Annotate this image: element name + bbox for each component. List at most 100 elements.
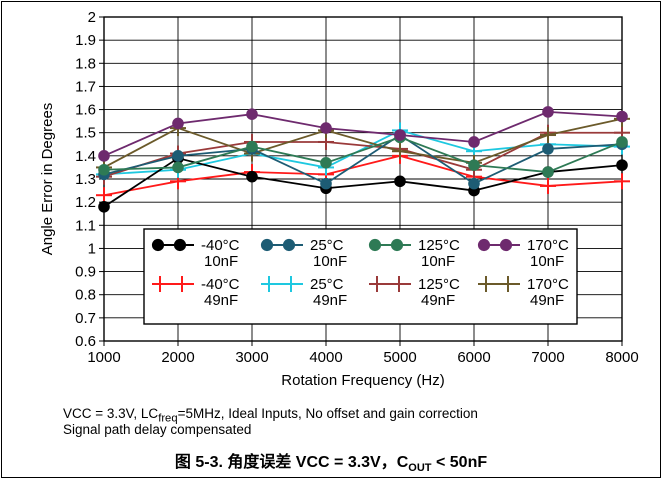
legend-marker <box>369 276 385 292</box>
data-point <box>468 136 480 148</box>
legend-marker <box>368 238 382 252</box>
legend-sublabel: 49nF <box>313 292 347 309</box>
series-line <box>103 110 623 157</box>
data-point <box>246 170 258 183</box>
legend-label: 25°C <box>310 237 344 254</box>
data-point <box>542 166 554 178</box>
y-tick-label: 0.6 <box>75 333 96 350</box>
legend-label: 170°C <box>527 276 569 293</box>
conditions-subscript: freq <box>158 412 178 425</box>
data-point <box>616 159 628 171</box>
series-125-c-10nf <box>98 131 628 178</box>
legend-marker <box>499 238 513 252</box>
caption-prefix: 图 5-3. 角度误差 VCC = 3.3V，C <box>174 454 409 471</box>
data-point <box>468 177 480 190</box>
data-point <box>542 143 554 155</box>
legend-label: 125°C <box>418 237 460 254</box>
y-axis-ticks: 0.6 0.7 0.8 0.9 1 1.1 1.2 1.3 1.4 1.5 1.6 1.7 1.8 1.9… <box>75 9 104 350</box>
data-point <box>172 150 184 162</box>
legend: -40°C10nF25°C10nF125°C10nF170°C10nF-40°C… <box>143 228 578 325</box>
y-tick-label: 1.4 <box>75 148 96 165</box>
conditions-text-b: =5MHz, Ideal Inputs, No offset and gain … <box>177 406 478 421</box>
series-line <box>103 133 623 185</box>
y-tick-label: 1.5 <box>75 125 96 142</box>
data-point <box>98 200 110 213</box>
y-tick-label: 0.8 <box>75 287 96 304</box>
data-point <box>542 106 554 118</box>
series-line <box>103 157 623 208</box>
data-point <box>96 187 112 204</box>
data-point <box>614 173 630 190</box>
data-point <box>320 157 332 169</box>
series-line <box>103 129 623 176</box>
legend-marker <box>283 276 299 292</box>
x-tick-label: 3000 <box>235 349 268 366</box>
data-point <box>172 117 184 130</box>
data-point <box>468 159 480 171</box>
legend-label: 170°C <box>527 237 569 254</box>
legend-sublabel: 10nF <box>204 253 238 270</box>
conditions-note: VCC = 3.3V, LCfreq=5MHz, Ideal Inputs, N… <box>63 406 478 427</box>
legend-label: -40°C <box>201 276 240 293</box>
series-line <box>103 136 623 173</box>
y-tick-label: 0.9 <box>75 264 96 281</box>
data-point <box>392 143 408 160</box>
series-line <box>103 154 623 197</box>
legend-sublabel: 49nF <box>421 292 455 309</box>
figure-caption: 图 5-3. 角度误差 VCC = 3.3V，COUT < 50nF <box>0 448 662 474</box>
y-tick-label: 0.7 <box>75 310 96 327</box>
caption-suffix: < 50nF <box>431 454 488 471</box>
legend-sublabel: 10nF <box>530 253 564 270</box>
legend-marker <box>151 238 165 252</box>
y-tick-label: 1.6 <box>75 102 96 119</box>
legend-sublabel: 10nF <box>421 253 455 270</box>
legend-marker <box>152 276 168 292</box>
y-tick-label: 1.1 <box>75 217 96 234</box>
y-tick-label: 1 <box>88 240 96 257</box>
legend-marker <box>282 238 296 252</box>
data-point <box>616 110 628 123</box>
caption-subscript: OUT <box>408 462 432 475</box>
legend-sublabel: 10nF <box>313 253 347 270</box>
legend-marker <box>173 238 187 252</box>
x-axis-label: Rotation Frequency (Hz) <box>281 372 444 389</box>
legend-marker <box>390 238 404 252</box>
y-tick-label: 1.3 <box>75 171 96 188</box>
legend-sublabel: 49nF <box>530 292 564 309</box>
legend-label: 25°C <box>310 276 344 293</box>
x-tick-label: 2000 <box>161 349 194 366</box>
data-point <box>98 150 110 162</box>
data-point <box>616 136 628 148</box>
y-tick-label: 2 <box>88 9 96 26</box>
legend-sublabel: 49nF <box>204 292 238 309</box>
y-tick-label: 1.8 <box>75 55 96 72</box>
y-tick-label: 1.2 <box>75 194 96 211</box>
legend-marker <box>500 276 516 292</box>
legend-label: 125°C <box>418 276 460 293</box>
data-point <box>98 163 110 176</box>
data-point <box>172 161 184 174</box>
data-point <box>394 175 406 188</box>
legend-marker <box>391 276 407 292</box>
x-tick-label: 7000 <box>531 349 564 366</box>
legend-marker <box>261 276 277 292</box>
data-point <box>246 108 258 120</box>
data-point <box>246 140 258 153</box>
x-tick-label: 4000 <box>309 349 342 366</box>
data-point <box>394 129 406 141</box>
x-tick-label: 5000 <box>383 349 416 366</box>
x-tick-label: 8000 <box>605 349 638 366</box>
legend-marker <box>478 276 494 292</box>
legend-marker <box>174 276 190 292</box>
x-tick-label: 6000 <box>457 349 490 366</box>
y-tick-label: 1.7 <box>75 78 96 95</box>
